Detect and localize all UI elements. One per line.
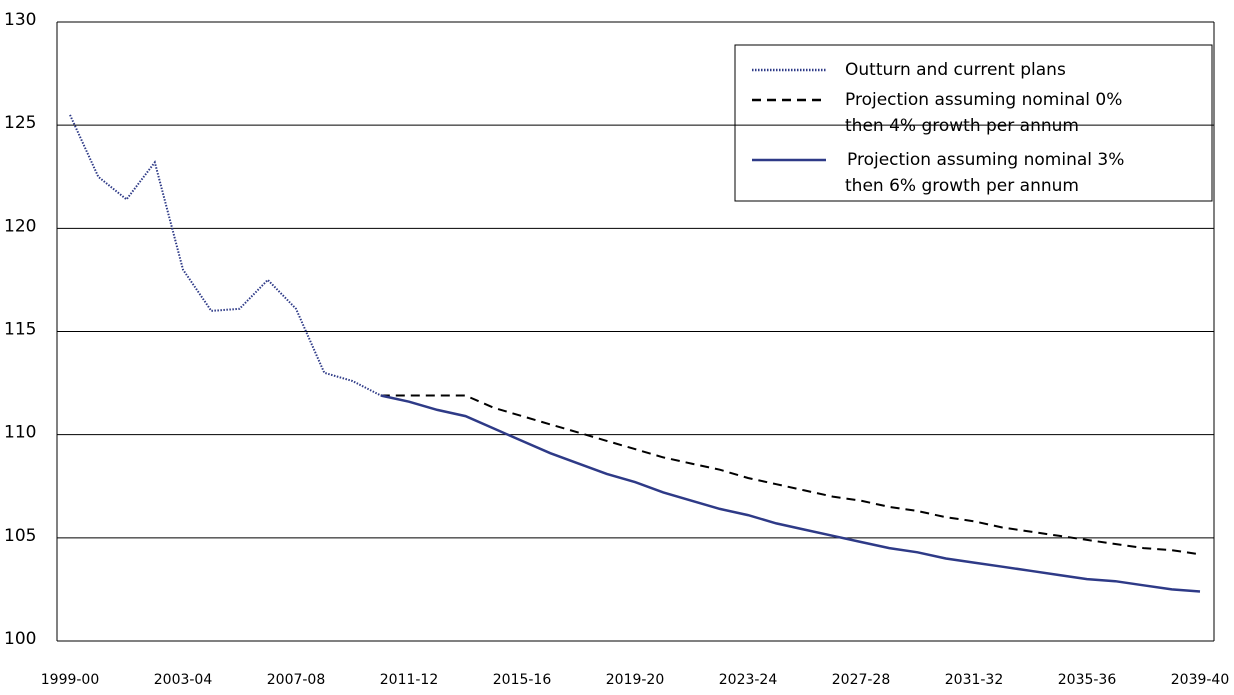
x-tick-label: 2003-04	[154, 672, 213, 688]
y-tick-label: 100	[4, 629, 36, 649]
y-tick-label: 120	[4, 216, 36, 236]
y-tick-label: 110	[4, 423, 36, 443]
y-tick-label: 115	[4, 320, 36, 340]
x-tick-label: 2023-24	[719, 672, 778, 688]
x-tick-label: 2019-20	[606, 672, 665, 688]
x-tick-label: 1999-00	[41, 672, 100, 688]
series-line	[380, 394, 1201, 556]
y-tick-label: 125	[4, 113, 36, 133]
series-line	[69, 114, 382, 397]
y-tick-label: 130	[4, 10, 36, 30]
legend-label: Projection assuming nominal 0% then 4% gr…	[845, 90, 1122, 136]
x-tick-label: 2039-40	[1171, 672, 1230, 688]
series-line	[380, 394, 1201, 593]
x-tick-label: 2007-08	[267, 672, 326, 688]
legend-label: Projection assuming nominal 3% then 6% gr…	[845, 150, 1124, 196]
y-tick-label: 105	[4, 526, 36, 546]
x-tick-label: 2015-16	[493, 672, 552, 688]
x-tick-label: 2031-32	[945, 672, 1004, 688]
x-tick-label: 2027-28	[832, 672, 891, 688]
legend-label: Outturn and current plans	[845, 60, 1066, 80]
x-tick-label: 2035-36	[1058, 672, 1117, 688]
legend-box	[734, 44, 1213, 202]
x-tick-label: 2011-12	[380, 672, 439, 688]
